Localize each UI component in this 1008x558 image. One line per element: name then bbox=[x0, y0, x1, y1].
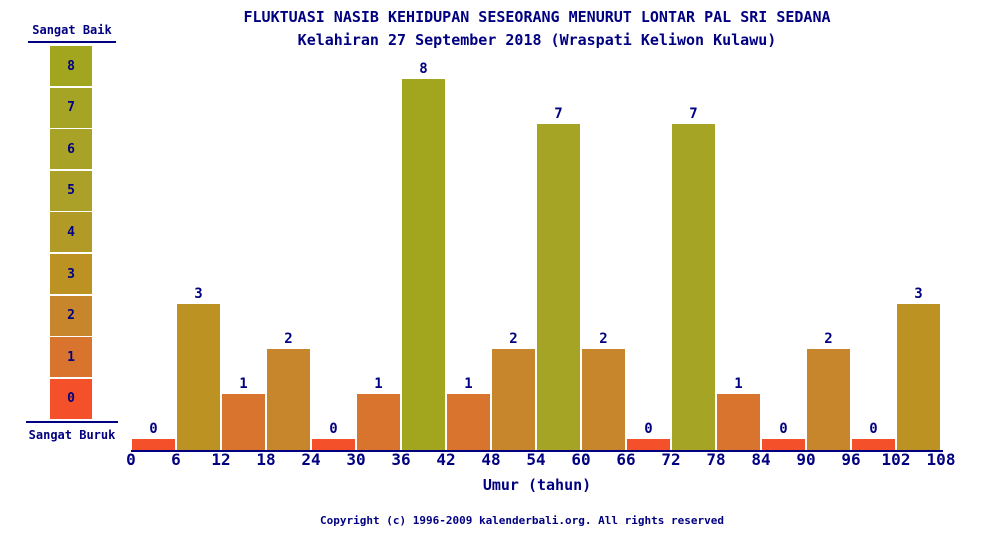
bar-age-30-36 bbox=[357, 394, 400, 450]
x-tick-54: 54 bbox=[526, 450, 546, 469]
bar-value-label-0-6: 0 bbox=[149, 421, 158, 437]
bar-age-0-6 bbox=[132, 439, 175, 450]
x-tick-78: 78 bbox=[706, 450, 726, 469]
bar-age-48-54 bbox=[492, 349, 535, 450]
bar-age-90-96 bbox=[807, 349, 850, 450]
bar-value-label-78-84: 1 bbox=[734, 376, 743, 392]
x-tick-42: 42 bbox=[436, 450, 456, 469]
bar-age-84-90 bbox=[762, 439, 805, 450]
x-tick-30: 30 bbox=[346, 450, 366, 469]
bar-age-96-102 bbox=[852, 439, 895, 450]
x-tick-6: 6 bbox=[171, 450, 181, 469]
bar-value-label-90-96: 2 bbox=[824, 331, 833, 347]
x-tick-24: 24 bbox=[301, 450, 321, 469]
legend-cell-8: 8 bbox=[50, 46, 92, 86]
bar-value-label-60-66: 2 bbox=[599, 331, 608, 347]
x-tick-96: 96 bbox=[841, 450, 861, 469]
bar-age-6-12 bbox=[177, 304, 220, 450]
legend-cell-7: 7 bbox=[50, 87, 92, 128]
bar-value-label-24-30: 0 bbox=[329, 421, 338, 437]
bar-age-36-42 bbox=[402, 79, 445, 450]
legend-cell-0: 0 bbox=[50, 378, 92, 419]
x-tick-108: 108 bbox=[926, 450, 956, 469]
bar-value-label-66-72: 0 bbox=[644, 421, 653, 437]
x-tick-48: 48 bbox=[481, 450, 501, 469]
bar-value-label-42-48: 1 bbox=[464, 376, 473, 392]
x-tick-102: 102 bbox=[881, 450, 911, 469]
chart-title: FLUKTUASI NASIB KEHIDUPAN SESEORANG MENU… bbox=[243, 8, 831, 26]
bar-age-66-72 bbox=[627, 439, 670, 450]
bar-value-label-30-36: 1 bbox=[374, 376, 383, 392]
x-tick-66: 66 bbox=[616, 450, 636, 469]
x-tick-18: 18 bbox=[256, 450, 276, 469]
bar-age-12-18 bbox=[222, 394, 265, 450]
x-tick-90: 90 bbox=[796, 450, 816, 469]
bar-value-label-54-60: 7 bbox=[554, 106, 563, 122]
x-tick-84: 84 bbox=[751, 450, 771, 469]
bar-age-24-30 bbox=[312, 439, 355, 450]
legend-cell-2: 2 bbox=[50, 295, 92, 336]
bar-value-label-12-18: 1 bbox=[239, 376, 248, 392]
legend-label-sangat-baik: Sangat Baik bbox=[28, 23, 116, 43]
bar-value-label-102-108: 3 bbox=[914, 286, 923, 302]
x-tick-36: 36 bbox=[391, 450, 411, 469]
x-tick-60: 60 bbox=[571, 450, 591, 469]
x-tick-12: 12 bbox=[211, 450, 231, 469]
legend-cell-1: 1 bbox=[50, 337, 92, 378]
legend-cell-3: 3 bbox=[50, 254, 92, 294]
legend-cell-4: 4 bbox=[50, 212, 92, 253]
bar-value-label-36-42: 8 bbox=[419, 61, 428, 77]
chart-subtitle: Kelahiran 27 September 2018 (Wraspati Ke… bbox=[297, 31, 777, 49]
x-axis-label: Umur (tahun) bbox=[482, 476, 592, 494]
x-tick-0: 0 bbox=[126, 450, 136, 469]
bar-age-72-78 bbox=[672, 124, 715, 450]
bar-age-54-60 bbox=[537, 124, 580, 450]
legend-cell-6: 6 bbox=[50, 129, 92, 170]
x-tick-72: 72 bbox=[661, 450, 681, 469]
legend-label-sangat-buruk: Sangat Buruk bbox=[26, 421, 118, 442]
bar-value-label-96-102: 0 bbox=[869, 421, 878, 437]
bar-age-18-24 bbox=[267, 349, 310, 450]
bar-age-60-66 bbox=[582, 349, 625, 450]
bar-age-102-108 bbox=[897, 304, 940, 450]
bar-value-label-6-12: 3 bbox=[194, 286, 203, 302]
x-axis-ticks: 0 6 12 18 24 30 36 42 48 54 60 66 72 78 84 90 96 102 108 bbox=[126, 450, 955, 469]
bar-value-label-48-54: 2 bbox=[509, 331, 518, 347]
bar-age-42-48 bbox=[447, 394, 490, 450]
bar-value-label-72-78: 7 bbox=[689, 106, 698, 122]
bar-value-label-18-24: 2 bbox=[284, 331, 293, 347]
legend-cell-5: 5 bbox=[50, 170, 92, 211]
copyright-text: Copyright (c) 1996-2009 kalenderbali.org… bbox=[320, 514, 724, 527]
bar-age-78-84 bbox=[717, 394, 760, 450]
bar-value-label-84-90: 0 bbox=[779, 421, 788, 437]
